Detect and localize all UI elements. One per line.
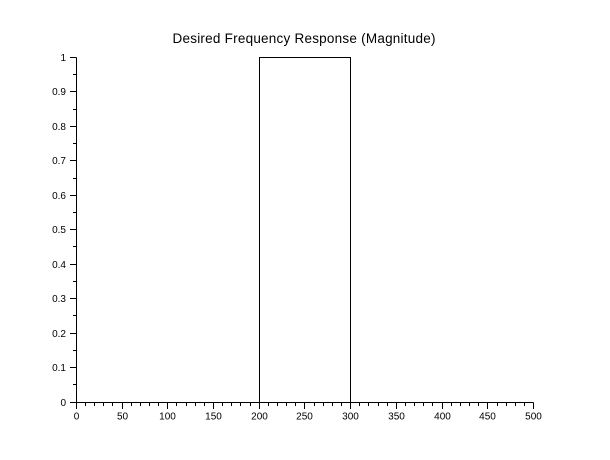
svg-text:1: 1 xyxy=(60,53,66,64)
svg-text:450: 450 xyxy=(479,411,496,422)
svg-text:350: 350 xyxy=(388,411,405,422)
svg-text:0: 0 xyxy=(60,398,66,409)
svg-text:400: 400 xyxy=(434,411,451,422)
svg-text:100: 100 xyxy=(159,411,176,422)
svg-text:0: 0 xyxy=(74,411,80,422)
svg-text:150: 150 xyxy=(205,411,222,422)
svg-text:500: 500 xyxy=(525,411,542,422)
svg-text:0.2: 0.2 xyxy=(52,329,66,340)
svg-text:300: 300 xyxy=(342,411,359,422)
svg-text:50: 50 xyxy=(117,411,129,422)
svg-text:0.6: 0.6 xyxy=(52,191,66,202)
svg-text:0.9: 0.9 xyxy=(52,87,66,98)
svg-text:0.8: 0.8 xyxy=(52,122,66,133)
svg-text:0.7: 0.7 xyxy=(52,156,66,167)
svg-text:0.5: 0.5 xyxy=(52,225,66,236)
svg-text:0.3: 0.3 xyxy=(52,294,66,305)
svg-text:250: 250 xyxy=(296,411,313,422)
svg-text:0.4: 0.4 xyxy=(52,260,66,271)
svg-text:0.1: 0.1 xyxy=(52,363,66,374)
svg-text:Desired Frequency Response (Ma: Desired Frequency Response (Magnitude) xyxy=(173,31,436,46)
svg-text:200: 200 xyxy=(251,411,268,422)
